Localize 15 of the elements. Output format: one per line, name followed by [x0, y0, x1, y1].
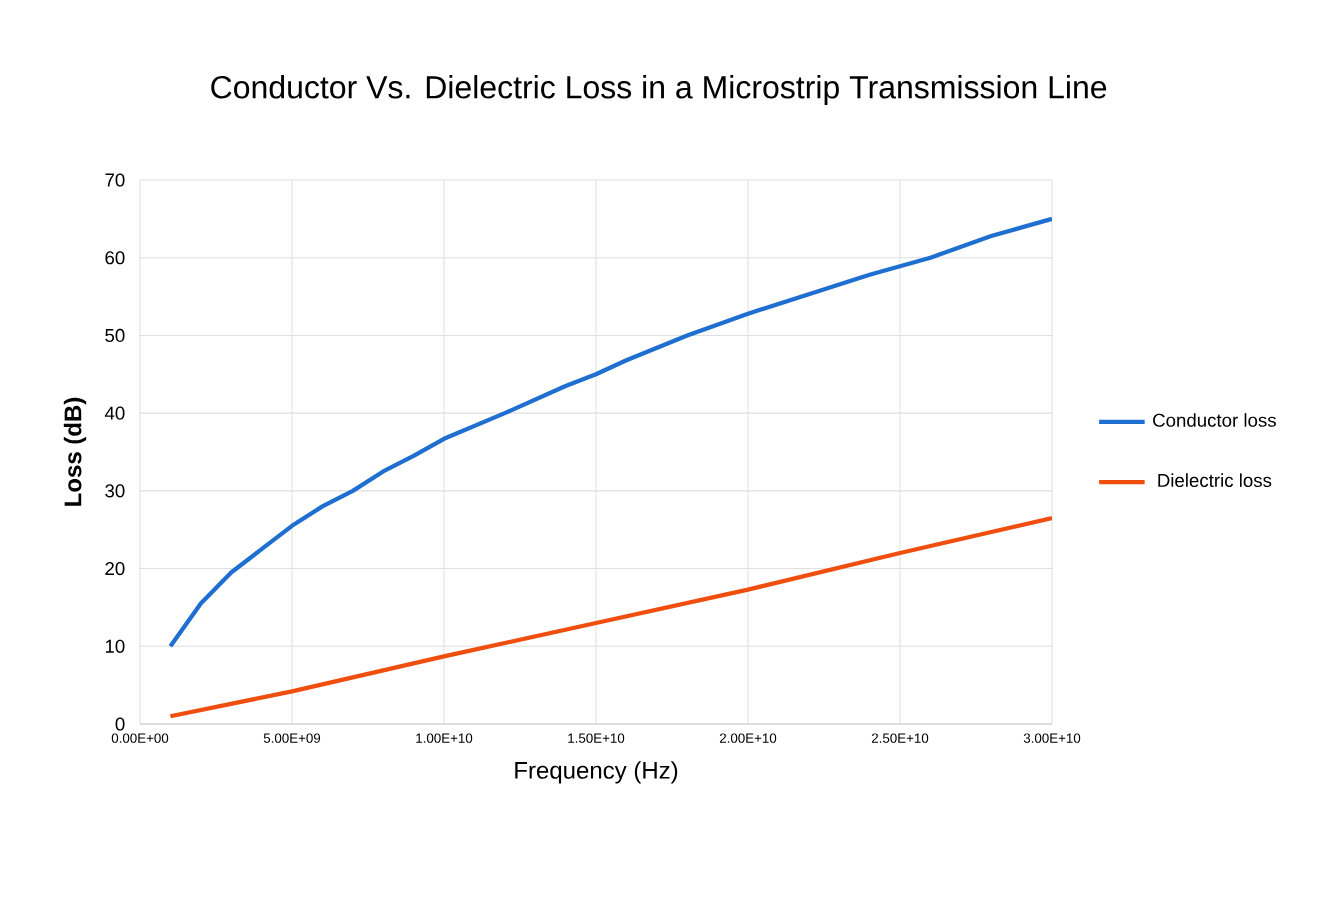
y-tick-label: 10: [105, 639, 125, 653]
legend-label: Conductor loss: [1153, 413, 1276, 427]
y-tick-label: 70: [105, 173, 125, 187]
y-tick-label: 60: [105, 251, 125, 265]
y-tick-label: 0: [115, 717, 125, 731]
y-tick-label: 40: [104, 406, 125, 420]
y-tick-label: 30: [105, 484, 125, 498]
line-series: [168, 515, 1053, 719]
y-tick-label: 50: [105, 328, 125, 343]
y-tick-label: 20: [105, 561, 125, 576]
chart-title: Conductor Vs. Dielectric Loss in a Microstrip Transmission Line: [211, 75, 1107, 105]
x-axis-title: Frequency (Hz): [515, 761, 678, 784]
y-axis-title: Loss (dB): [63, 397, 87, 506]
legend-label: Dielectric loss: [1158, 473, 1272, 488]
line-series: [168, 216, 1053, 649]
